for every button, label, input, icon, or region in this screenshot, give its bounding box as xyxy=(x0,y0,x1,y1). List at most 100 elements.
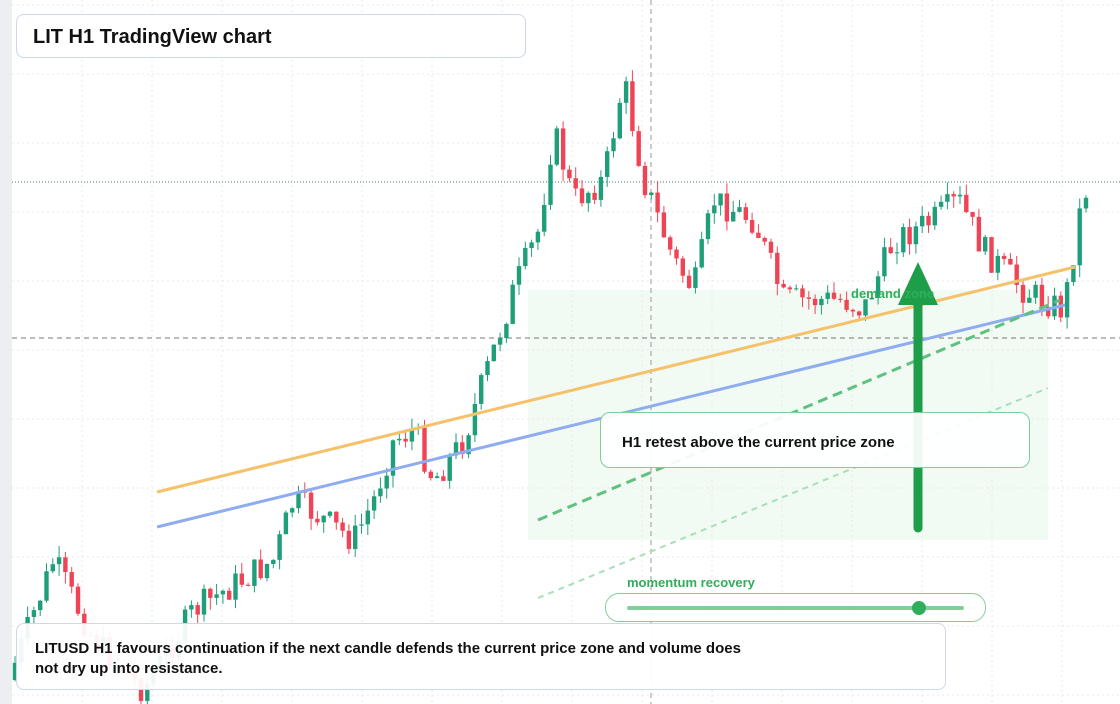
candle-body xyxy=(239,573,244,585)
candle-body xyxy=(214,594,219,598)
channel-line-lower xyxy=(537,387,1049,599)
candle-body xyxy=(472,403,478,436)
candle-body xyxy=(277,534,282,560)
candle-body xyxy=(479,375,484,404)
candle-body xyxy=(485,361,490,376)
candle-body xyxy=(731,211,736,222)
callout: H1 retest above the current price zone xyxy=(600,412,1030,468)
candle-body xyxy=(712,205,717,214)
candle-body xyxy=(1039,284,1045,307)
candle-body xyxy=(1014,264,1019,285)
slider-knob[interactable] xyxy=(912,601,926,615)
summary-text: LITUSD H1 favours continuation if the ne… xyxy=(35,640,741,677)
candle-body xyxy=(1027,297,1032,303)
candle-body xyxy=(63,557,68,573)
candle-body xyxy=(693,267,698,288)
candle-body xyxy=(340,522,345,531)
candle-body xyxy=(894,252,900,254)
candle-body xyxy=(605,151,610,177)
title: LIT H1 TradingView chart xyxy=(33,26,272,48)
candle-body xyxy=(252,559,257,586)
candle-body xyxy=(189,605,194,610)
candle-body xyxy=(819,298,824,306)
candle-body xyxy=(838,298,843,300)
candle-body xyxy=(529,242,534,249)
candle-body xyxy=(208,588,213,598)
candle-body xyxy=(737,207,742,212)
candle-body xyxy=(901,227,906,253)
candle-body xyxy=(768,241,774,253)
summary-box: LITUSD H1 favours continuation if the ne… xyxy=(16,623,946,690)
candle-body xyxy=(875,276,881,298)
candle-body xyxy=(290,508,295,513)
candle-body xyxy=(913,226,919,245)
candle-body xyxy=(970,212,975,217)
candle-body xyxy=(422,427,427,472)
candle-body xyxy=(434,476,440,479)
candle-body xyxy=(258,559,263,579)
candle-body xyxy=(812,298,818,306)
candle-body xyxy=(1046,306,1051,317)
candle-body xyxy=(535,231,541,243)
candle-body xyxy=(661,212,667,238)
candle-body xyxy=(371,496,377,511)
candle-body xyxy=(756,232,761,238)
candle-body xyxy=(1077,208,1082,266)
slider[interactable] xyxy=(605,593,986,622)
candle-body xyxy=(674,249,679,259)
candle-body xyxy=(384,475,389,489)
candle-body xyxy=(623,81,629,103)
candle-body xyxy=(579,188,585,204)
candle-body xyxy=(888,247,893,254)
slider-track xyxy=(627,606,964,610)
candle-body xyxy=(567,169,572,179)
candle-body xyxy=(686,275,692,288)
candle-body xyxy=(56,557,62,565)
candle-body xyxy=(233,573,238,600)
candle-body xyxy=(592,192,597,200)
candle-body xyxy=(806,297,811,299)
candle-body xyxy=(359,524,364,526)
candle-body xyxy=(271,559,276,565)
candle-body xyxy=(491,344,496,362)
candle-body xyxy=(844,299,849,310)
candle-body xyxy=(31,610,37,617)
candle-body xyxy=(586,192,591,204)
candle-body xyxy=(938,201,944,207)
candle-body xyxy=(315,518,320,523)
candle-body xyxy=(1001,255,1007,259)
candle-body xyxy=(428,471,433,479)
candle-body xyxy=(227,590,232,600)
candle-body xyxy=(1064,282,1070,318)
slider-label: momentum recovery xyxy=(627,575,755,590)
candle-body xyxy=(145,684,150,701)
candle-body xyxy=(353,525,358,549)
candle-body xyxy=(655,192,660,213)
candle-body xyxy=(12,662,18,680)
candle-body xyxy=(995,255,1000,273)
candle-body xyxy=(195,605,200,615)
candle-body xyxy=(1083,197,1089,209)
candle-body xyxy=(447,455,452,481)
candle-body xyxy=(441,476,446,481)
candle-body xyxy=(800,288,805,298)
candle-body xyxy=(951,194,956,197)
candle-body xyxy=(1071,265,1076,283)
candle-body xyxy=(523,248,528,267)
candle-body xyxy=(920,215,925,227)
candle-body xyxy=(308,492,314,519)
candle-body xyxy=(334,511,339,523)
candle-body xyxy=(869,297,874,300)
candle-body xyxy=(649,192,654,196)
candle-body xyxy=(611,138,616,152)
candle-body xyxy=(1020,284,1026,303)
candles xyxy=(12,70,1089,704)
candle-body xyxy=(699,239,704,268)
candle-body xyxy=(346,530,352,549)
candle-body xyxy=(882,247,887,277)
candle-body xyxy=(75,586,81,614)
candle-body xyxy=(245,584,251,586)
candle-body xyxy=(1052,295,1057,317)
candle-body xyxy=(976,216,982,252)
